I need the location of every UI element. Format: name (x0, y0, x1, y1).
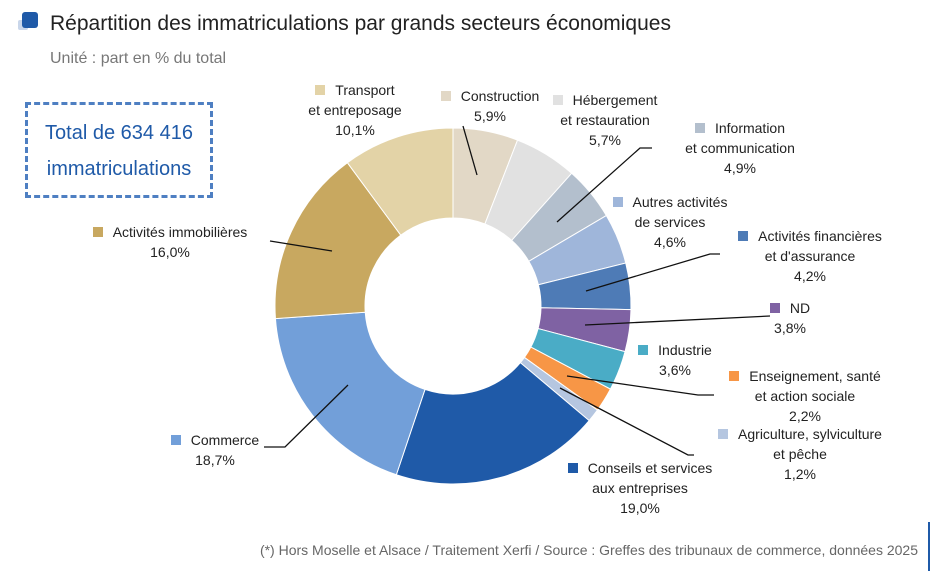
leader-line-11 (269, 240, 333, 252)
total-line-2: immatriculations (46, 158, 192, 180)
legend-swatch (638, 345, 649, 355)
slice-name-line: et action sociale (754, 388, 856, 404)
chart-title: Répartition des immatriculations par gra… (50, 12, 671, 35)
legend-swatch (567, 463, 578, 473)
legend-swatch (694, 123, 705, 133)
slice-value: 4,2% (794, 268, 826, 284)
slice-value: 5,7% (589, 132, 621, 148)
slice-name-line: Activités financières (758, 228, 882, 244)
leader-line-1 (556, 147, 652, 223)
slice-label-4: Activités financières et d'assurance 4,2% (730, 226, 890, 286)
slice-value: 5,9% (474, 108, 506, 124)
leader-line-7 (566, 375, 714, 396)
slice-name-line: aux entreprises (592, 480, 688, 496)
slice-label-10: Commerce 18,7% (150, 430, 280, 470)
legend-swatch (729, 371, 740, 381)
slice-name-line: Transport (335, 82, 395, 98)
slice-value: 16,0% (150, 244, 190, 260)
legend-swatch (440, 91, 451, 101)
donut-slice-10 (274, 311, 426, 476)
slice-name-line: Information (714, 120, 786, 136)
slice-label-11: Activités immobilières 16,0% (80, 222, 260, 262)
leader-line-10 (264, 384, 349, 448)
slice-name-line: Enseignement, santé (749, 368, 881, 384)
slice-value: 4,6% (654, 234, 686, 250)
leader-line-5 (584, 315, 771, 326)
legend-swatch (612, 197, 623, 207)
slice-name-line: Autres activités (632, 194, 728, 210)
total-line-1: Total de 634 416 (45, 122, 193, 144)
legend-swatch (92, 227, 103, 237)
slice-name-line: Hébergement (572, 92, 658, 108)
slice-name-line: Industrie (658, 342, 712, 358)
slice-name-line: et d'assurance (764, 248, 856, 264)
slice-name-line: et pêche (773, 446, 827, 462)
slice-name-line: Conseils et services (587, 460, 713, 476)
slice-label-9: Conseils et services aux entreprises 19,0% (550, 458, 730, 518)
leader-line-4 (585, 253, 720, 292)
legend-swatch (552, 95, 563, 105)
total-box: Total de 634 416 immatriculations (25, 102, 213, 198)
legend-swatch (769, 303, 780, 313)
slice-name-line: Activités immobilières (112, 224, 248, 240)
slice-label-12: Transport et entreposage 10,1% (280, 80, 430, 140)
slice-value: 10,1% (335, 122, 375, 138)
slice-label-2: Information et communication 4,9% (660, 118, 820, 178)
slice-label-0: Construction 5,9% (430, 86, 550, 126)
slice-name-line: et entreposage (308, 102, 402, 118)
slice-value: 18,7% (195, 452, 235, 468)
slice-label-5: ND 3,8% (750, 298, 830, 338)
slice-name-line: ND (789, 300, 811, 316)
slice-label-6: Industrie 3,6% (630, 340, 720, 380)
donut-slice-11 (274, 162, 402, 320)
slice-name-line: Agriculture, sylviculture (738, 426, 882, 442)
chart-subtitle: Unité : part en % du total (50, 50, 227, 67)
leader-line-0 (462, 125, 478, 176)
donut-slice-12 (346, 127, 454, 236)
slice-name-line: Construction (460, 88, 540, 104)
legend-swatch (738, 231, 749, 241)
leader-line-8 (559, 387, 694, 456)
title-bullet (22, 12, 38, 28)
slice-label-7: Enseignement, santé et action sociale 2,2% (720, 366, 890, 426)
slice-name-line: et communication (685, 140, 795, 156)
slice-label-8: Agriculture, sylviculture et pêche 1,2% (700, 424, 900, 484)
slice-name-line: de services (634, 214, 706, 230)
accent-bar (928, 522, 930, 571)
slice-value: 3,8% (774, 320, 806, 336)
slice-label-1: Hébergement et restauration 5,7% (535, 90, 675, 150)
donut-slice-9 (395, 361, 590, 485)
slice-value: 4,9% (724, 160, 756, 176)
slice-value: 3,6% (659, 362, 691, 378)
slice-value: 19,0% (620, 500, 660, 516)
slice-name-line: et restauration (560, 112, 650, 128)
legend-swatch (315, 85, 326, 95)
slice-value: 1,2% (784, 466, 816, 482)
slice-name-line: Commerce (190, 432, 260, 448)
slice-label-3: Autres activités de services 4,6% (610, 192, 730, 252)
slice-value: 2,2% (789, 408, 821, 424)
legend-swatch (718, 429, 729, 439)
source-note: (*) Hors Moselle et Alsace / Traitement … (259, 542, 918, 558)
legend-swatch (170, 435, 181, 445)
